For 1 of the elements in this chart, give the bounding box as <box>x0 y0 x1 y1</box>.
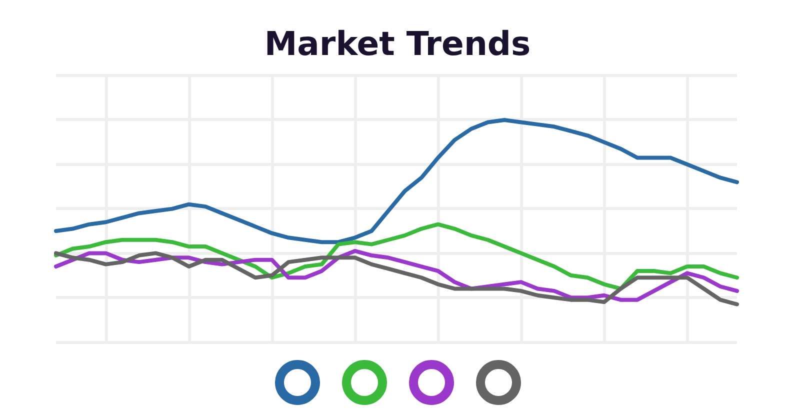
chart-title: Market Trends <box>264 24 531 63</box>
